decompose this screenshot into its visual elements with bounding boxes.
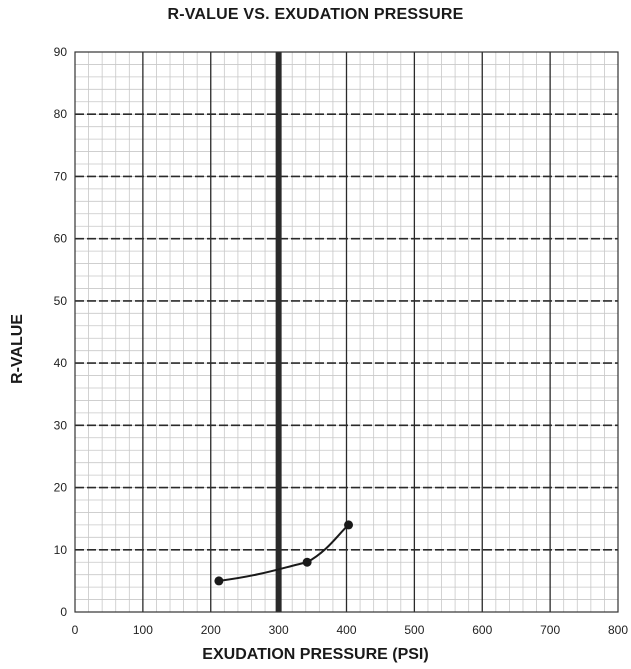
data-series: [214, 520, 354, 586]
x-tick-label: 500: [404, 623, 424, 637]
x-tick-label: 600: [472, 623, 492, 637]
y-tick-label: 10: [54, 543, 68, 557]
data-point: [302, 557, 312, 567]
data-point: [344, 520, 354, 530]
y-tick-label: 70: [54, 169, 68, 183]
x-axis-label: EXUDATION PRESSURE (PSI): [202, 646, 429, 663]
y-tick-label: 90: [54, 45, 68, 59]
x-tick-label: 100: [133, 623, 153, 637]
x-tick-label: 300: [269, 623, 289, 637]
y-tick-label: 50: [54, 294, 68, 308]
y-tick-label: 60: [54, 232, 68, 246]
y-tick-label: 30: [54, 418, 68, 432]
x-tick-label: 700: [540, 623, 560, 637]
plot-frame: [74, 51, 619, 613]
x-tick-labels: 0 100 200 300 400 500 600 700 800: [72, 623, 629, 637]
y-tick-label: 0: [60, 605, 67, 619]
major-grid: [75, 52, 618, 612]
x-tick-label: 0: [72, 623, 79, 637]
chart-title: R-VALUE VS. EXUDATION PRESSURE: [167, 6, 464, 23]
data-point: [214, 576, 224, 586]
y-tick-label: 40: [54, 356, 68, 370]
y-tick-label: 80: [54, 107, 68, 121]
x-tick-label: 400: [336, 623, 356, 637]
y-tick-label: 20: [54, 481, 68, 495]
y-axis-label: R-VALUE: [9, 314, 26, 384]
x-tick-label: 200: [201, 623, 221, 637]
x-tick-label: 800: [608, 623, 628, 637]
series-line: [218, 524, 350, 582]
y-tick-labels: 0 10 20 30 40 50 60 70 80 90: [54, 45, 68, 619]
